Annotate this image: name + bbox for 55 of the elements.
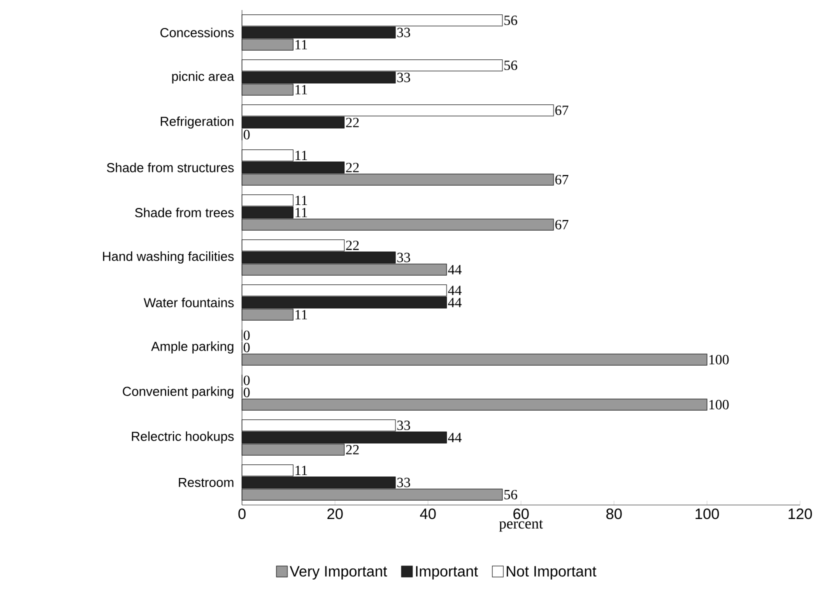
y-tick-label: Convenient parking [122, 386, 234, 399]
x-tick-label: 120 [788, 508, 812, 520]
data-label: 11 [296, 310, 307, 320]
data-label: 0 [244, 388, 250, 398]
data-label: 44 [448, 432, 462, 442]
data-label: 33 [397, 252, 410, 262]
y-tick-label: Ample parking [151, 341, 234, 354]
legend-label: Important [416, 566, 478, 580]
data-label: 56 [504, 16, 518, 26]
data-label: 33 [397, 28, 410, 38]
data-label: 11 [296, 85, 307, 94]
data-label: 11 [296, 196, 307, 205]
data-label: 100 [709, 400, 729, 410]
data-label: 0 [244, 130, 250, 140]
data-label: 56 [504, 60, 518, 70]
data-label: 56 [504, 490, 518, 500]
data-label: 33 [397, 420, 410, 430]
x-tick-label: 80 [606, 508, 622, 520]
data-label: 11 [296, 208, 307, 218]
y-tick-label: Water fountains [144, 298, 234, 308]
x-tick-label: 20 [327, 508, 343, 520]
y-tick-label: Hand washing facilities [103, 251, 234, 264]
data-label: 22 [346, 118, 359, 128]
data-label: 11 [296, 40, 307, 50]
data-label: 100 [709, 354, 729, 364]
data-label: 44 [448, 286, 462, 295]
y-tick-label: Shade from structures [106, 162, 234, 172]
data-label: 67 [555, 106, 568, 116]
y-tick-label: picnic area [172, 71, 234, 84]
data-label: 0 [244, 342, 250, 352]
data-label: 33 [397, 72, 410, 82]
legend-label: Not Important [506, 566, 596, 580]
x-axis-title: percent [499, 520, 543, 532]
x-tick-label: 60 [513, 508, 529, 520]
y-tick-label: Concessions [160, 28, 234, 38]
x-tick-label: 100 [696, 508, 719, 520]
y-tick-label: Relectric hookups [132, 431, 234, 444]
legend-label: Very Important [290, 566, 388, 580]
data-label: 0 [244, 376, 250, 386]
data-label: 67 [555, 174, 568, 184]
data-label: 44 [448, 298, 462, 308]
data-label: 11 [296, 150, 307, 160]
data-label: 67 [555, 220, 568, 230]
data-label: 22 [346, 162, 359, 172]
y-tick-label: Shade from trees [135, 208, 234, 218]
y-tick-label: Restroom [178, 478, 234, 488]
data-label: 33 [397, 478, 410, 488]
y-tick-label: Refrigeration [160, 116, 234, 129]
x-tick-label: 40 [420, 508, 436, 520]
data-label: 44 [448, 265, 462, 274]
data-label: 22 [346, 240, 359, 250]
data-label: 11 [296, 466, 307, 475]
data-label: 22 [346, 445, 359, 454]
data-label: 0 [244, 330, 250, 340]
x-tick-label: 0 [238, 508, 246, 520]
